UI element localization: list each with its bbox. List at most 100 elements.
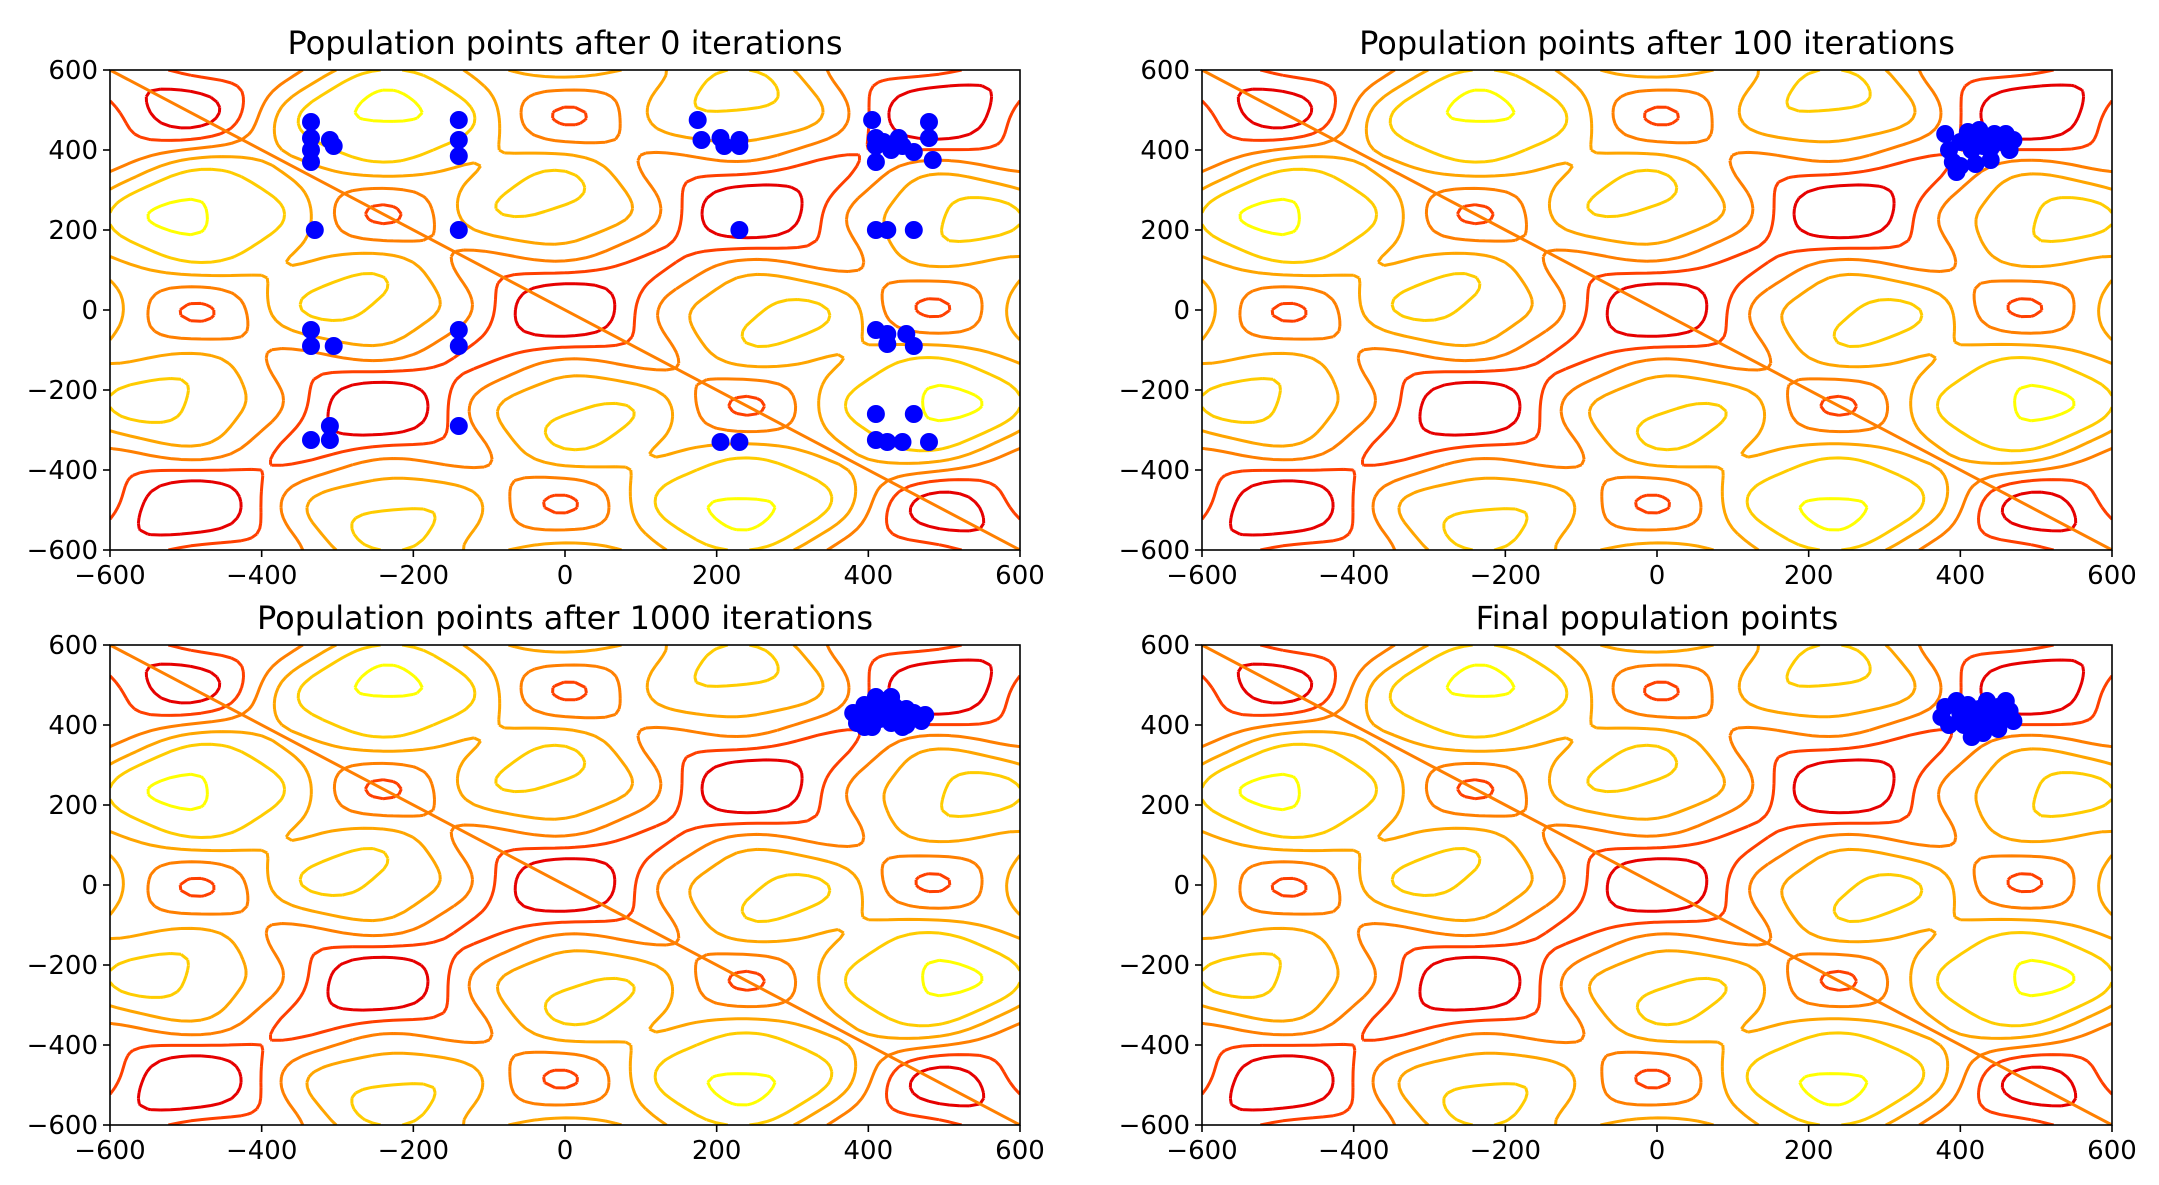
- population-point: [1974, 724, 1993, 742]
- x-tick-label: 400: [844, 1136, 894, 1166]
- contour-level-0: [1238, 663, 2076, 1107]
- x-tick-label: −400: [226, 1136, 297, 1166]
- y-tick-label: −600: [27, 536, 98, 566]
- y-tick-label: 400: [48, 136, 98, 166]
- x-tick-label: 0: [557, 561, 574, 591]
- y-tick-label: 400: [1140, 711, 1190, 741]
- population-point: [1966, 155, 1985, 173]
- y-tick-label: −400: [27, 456, 98, 486]
- population-point: [897, 716, 916, 734]
- contour-level-5: [1228, 658, 2086, 1112]
- y-tick-label: 0: [1173, 871, 1190, 901]
- y-tick-label: 200: [48, 216, 98, 246]
- population-points: [302, 111, 942, 451]
- population-point: [320, 431, 339, 449]
- y-tick-label: 400: [48, 711, 98, 741]
- population-point: [320, 417, 339, 435]
- x-tick-label: 200: [1784, 561, 1834, 591]
- x-tick-label: 0: [1649, 561, 1666, 591]
- contour-lines: [110, 645, 1020, 1125]
- x-tick-label: −200: [378, 1136, 449, 1166]
- population-point: [904, 143, 923, 161]
- subplot-title: Population points after 100 iterations: [1359, 24, 1955, 62]
- population-point: [449, 221, 468, 239]
- population-point: [324, 337, 343, 355]
- population-point: [920, 433, 938, 451]
- x-tick-label: 600: [995, 561, 1045, 591]
- population-point: [893, 433, 912, 451]
- population-point: [1996, 125, 2015, 143]
- x-tick-label: −400: [1318, 1136, 1389, 1166]
- population-points: [844, 688, 935, 736]
- subplot-iter-100: −600 −400 −200 0 200 400 600 −600 −400 −200 0 200 40…: [1119, 24, 2137, 591]
- x-tick-label: 400: [844, 561, 894, 591]
- contour-level-0: [146, 663, 984, 1107]
- population-point: [904, 337, 923, 355]
- population-point: [1936, 125, 1955, 143]
- y-tick-label: 200: [1140, 791, 1190, 821]
- contour-level-3: [1202, 70, 2112, 550]
- population-point: [305, 221, 324, 239]
- y-tick-label: −200: [27, 376, 98, 406]
- ridge-line: [1202, 645, 2112, 1125]
- contour-level-1: [1202, 645, 2112, 1125]
- x-tick-label: −200: [378, 561, 449, 591]
- y-tick-label: 600: [1140, 56, 1190, 86]
- contour-level-5: [136, 658, 994, 1112]
- ridge-line: [110, 645, 1020, 1125]
- y-tick-label: −400: [1119, 1031, 1190, 1061]
- population-point: [878, 335, 897, 353]
- x-tick-label: 600: [995, 1136, 1045, 1166]
- contour-level-3: [1202, 645, 2112, 1125]
- x-tick-label: 200: [692, 1136, 742, 1166]
- population-point: [302, 153, 320, 171]
- subplot-iter-1000: −600 −400 −200 0 200 400 600 −600 −400 −200 0 200 40…: [27, 599, 1045, 1166]
- population-point: [449, 131, 468, 149]
- y-tick-label: −600: [27, 1111, 98, 1141]
- population-points: [1932, 692, 2023, 746]
- y-tick-label: −200: [27, 951, 98, 981]
- x-tick-label: 400: [1936, 1136, 1986, 1166]
- population-point: [730, 137, 749, 155]
- y-tick-label: −600: [1119, 536, 1190, 566]
- y-tick-label: 600: [1140, 631, 1190, 661]
- population-point: [916, 706, 935, 724]
- y-tick-label: 200: [1140, 216, 1190, 246]
- population-point: [324, 137, 343, 155]
- y-tick-label: −400: [27, 1031, 98, 1061]
- population-point: [866, 405, 885, 423]
- contour-level-3: [110, 645, 1020, 1125]
- x-tick-label: −600: [1166, 561, 1237, 591]
- y-tick-label: 400: [1140, 136, 1190, 166]
- x-tick-label: 400: [1936, 561, 1986, 591]
- population-point: [2004, 712, 2023, 730]
- y-tick-label: −200: [1119, 376, 1190, 406]
- contour-level-3: [110, 70, 1020, 550]
- subplot-title: Population points after 0 iterations: [287, 24, 842, 62]
- population-point: [302, 337, 320, 355]
- population-point: [920, 113, 938, 131]
- x-tick-label: 600: [2087, 1136, 2137, 1166]
- population-point: [863, 111, 882, 129]
- contour-lines: [110, 70, 1020, 550]
- contour-level-2: [110, 645, 1020, 1125]
- x-tick-label: −600: [74, 561, 145, 591]
- x-tick-label: −600: [74, 1136, 145, 1166]
- y-tick-label: −200: [1119, 951, 1190, 981]
- population-point: [302, 321, 320, 339]
- population-point: [866, 688, 885, 706]
- contour-level-2: [1202, 645, 2112, 1125]
- x-tick-label: −600: [1166, 1136, 1237, 1166]
- x-tick-label: −200: [1470, 1136, 1541, 1166]
- population-point: [923, 151, 942, 169]
- subplot-title: Population points after 1000 iterations: [257, 599, 873, 637]
- y-tick-label: −400: [1119, 456, 1190, 486]
- population-point: [449, 337, 468, 355]
- population-points: [1936, 121, 2023, 181]
- population-point: [920, 129, 938, 147]
- population-point: [855, 718, 874, 736]
- contour-lines: [1202, 645, 2112, 1125]
- x-tick-label: −400: [1318, 561, 1389, 591]
- population-point: [711, 433, 730, 451]
